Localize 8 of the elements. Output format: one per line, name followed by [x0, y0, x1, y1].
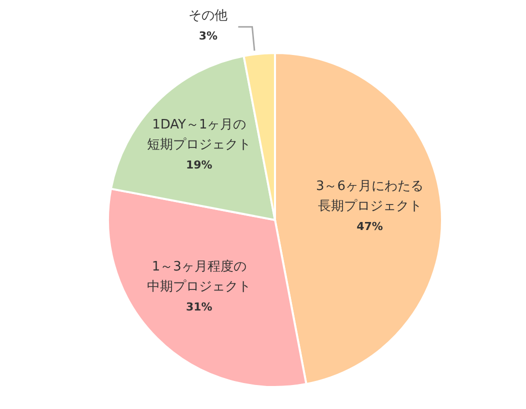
slice-label: その他	[188, 8, 228, 24]
data-label: 19%	[186, 158, 212, 172]
data-label: 47%	[356, 220, 383, 234]
data-label: 31%	[186, 300, 212, 314]
slice-label: 1～3ヶ月程度の中期プロジェクト	[147, 258, 252, 294]
slice-label: 1DAY～1ヶ月の短期プロジェクト	[147, 118, 252, 153]
data-label: 3%	[198, 29, 218, 42]
slice-label: 3～6ヶ月にわたる長期プロジェクト	[316, 179, 424, 214]
